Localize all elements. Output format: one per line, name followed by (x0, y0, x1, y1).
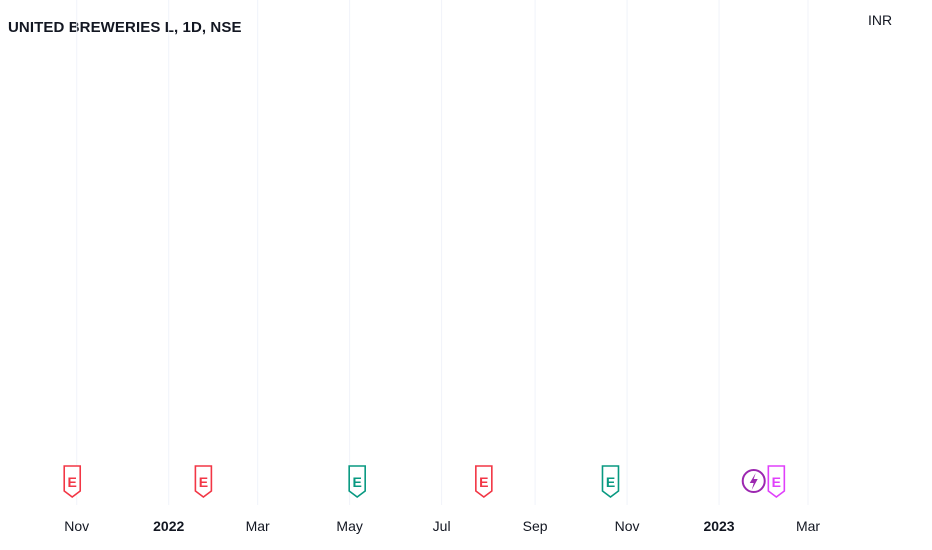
earnings-label: E (479, 474, 488, 490)
x-tick-label: Nov (615, 518, 640, 534)
x-tick-label: 2022 (153, 518, 184, 534)
x-tick-label: 2023 (703, 518, 734, 534)
earnings-icon (63, 465, 82, 498)
grid-lines (76, 0, 809, 505)
currency-label: INR (868, 12, 892, 28)
earnings-label: E (772, 474, 781, 490)
earnings-icon (767, 465, 786, 498)
y-axis: INR1900.001800.001700.001600.001500.0014… (868, 12, 892, 28)
chart-title: UNITED BREWERIES L, 1D, NSE (8, 19, 242, 36)
x-tick-label: Nov (64, 518, 89, 534)
x-axis: Nov 2022 Mar May Jul Sep Nov 2023 Mar (64, 518, 820, 534)
earnings-label: E (606, 474, 615, 490)
earnings-icon (348, 465, 366, 498)
x-tick-label: Mar (246, 518, 270, 534)
earnings-label: E (68, 474, 77, 490)
earnings-icon (475, 465, 493, 498)
x-tick-label: May (336, 518, 362, 534)
earnings-icon (194, 465, 213, 498)
x-tick-label: Mar (796, 518, 820, 534)
earnings-label: E (199, 474, 208, 490)
x-tick-label: Sep (523, 518, 548, 534)
earnings-label: E (353, 474, 362, 490)
lightning-icon (749, 473, 758, 490)
x-tick-label: Jul (433, 518, 451, 534)
earnings-icon (601, 465, 620, 498)
